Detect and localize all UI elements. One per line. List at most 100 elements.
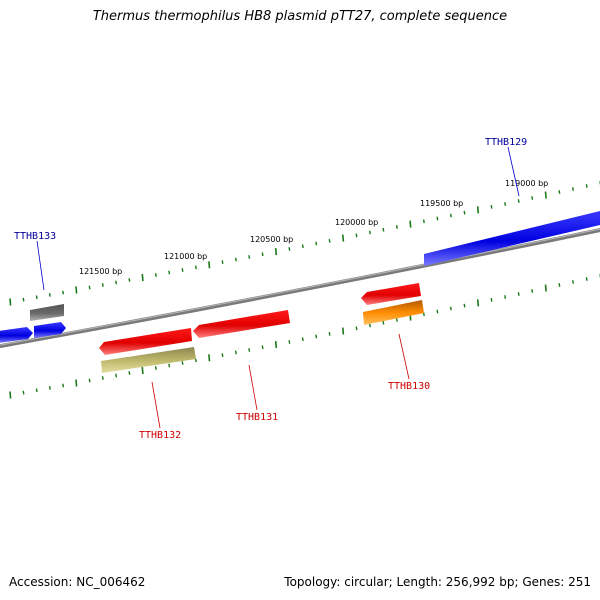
outer-tick-28 [382, 227, 385, 232]
outer-tick-16 [221, 260, 224, 265]
gene-label-TTHB130[interactable]: TTHB130 [388, 381, 430, 392]
outer-tick-25 [342, 234, 345, 242]
outer-tick-12 [168, 270, 171, 275]
inner-tick-16 [221, 353, 224, 358]
scale-label-119000: 119000 bp [505, 179, 548, 188]
inner-tick-32 [436, 309, 439, 314]
scale-label-119500: 119500 bp [420, 199, 463, 208]
label-line-TTHB129 [507, 146, 520, 197]
label-line-TTHB131 [248, 364, 258, 411]
inner-tick-7 [101, 376, 104, 380]
inner-tick-42 [572, 280, 574, 284]
gene-label-TTHB133[interactable]: TTHB133 [14, 231, 56, 242]
scale-label-121500: 121500 bp [79, 267, 122, 276]
inner-tick-17 [234, 350, 237, 355]
outer-tick-6 [88, 285, 91, 290]
inner-tick-13 [181, 361, 184, 365]
gene-label-TTHB129[interactable]: TTHB129 [485, 137, 527, 148]
outer-tick-32 [436, 216, 439, 221]
outer-tick-14 [194, 265, 197, 270]
outer-tick-18 [248, 255, 251, 259]
inner-tick-track [9, 274, 600, 399]
inner-tick-1 [22, 390, 25, 395]
gene-label-TTHB131[interactable]: TTHB131 [236, 412, 278, 423]
outer-tick-10 [141, 274, 144, 282]
inner-tick-2 [35, 388, 38, 393]
gene-TTHB132-feature[interactable] [99, 328, 192, 355]
gene-TTHB131-feature[interactable] [193, 310, 290, 338]
outer-tick-40 [544, 191, 547, 199]
label-line-TTHB130 [398, 333, 410, 380]
outer-tick-41 [558, 190, 561, 194]
inner-tick-34 [463, 303, 466, 308]
gene-TTHB130-orange-feature[interactable] [363, 300, 424, 325]
outer-tick-43 [585, 184, 588, 188]
outer-tick-20 [274, 248, 278, 256]
inner-tick-22 [301, 337, 304, 342]
scale-label-121000: 121000 bp [164, 252, 207, 261]
gene-TTHB130-feature[interactable] [361, 283, 421, 305]
outer-tick-26 [355, 233, 358, 238]
outer-tick-36 [490, 204, 493, 209]
outer-tick-track [9, 181, 600, 306]
inner-tick-19 [261, 345, 264, 350]
inner-tick-10 [141, 367, 144, 375]
outer-tick-5 [75, 286, 78, 294]
outer-tick-3 [48, 292, 51, 297]
outer-tick-0 [9, 298, 12, 306]
inner-tick-20 [274, 341, 278, 349]
inner-tick-9 [128, 371, 131, 375]
outer-tick-22 [301, 244, 304, 249]
outer-tick-23 [315, 241, 318, 246]
inner-tick-38 [517, 292, 520, 296]
outer-tick-19 [261, 252, 264, 257]
inner-tick-23 [315, 334, 318, 339]
inner-tick-40 [544, 284, 547, 292]
gene-TTHB133-feature[interactable] [30, 304, 64, 321]
outer-tick-37 [504, 202, 507, 206]
outer-tick-33 [449, 213, 452, 218]
inner-tick-12 [168, 363, 171, 368]
plasmid-backbone-highlight [0, 228, 600, 346]
inner-tick-33 [449, 306, 452, 311]
inner-tick-5 [75, 379, 78, 387]
inner-tick-8 [115, 373, 118, 378]
outer-tick-13 [181, 268, 184, 272]
inner-tick-28 [382, 320, 385, 325]
map-title: Thermus thermophilus HB8 plasmid pTT27, … [92, 9, 508, 24]
gene-TTHB132-olive-feature[interactable] [101, 347, 196, 373]
inner-tick-0 [9, 391, 12, 399]
outer-tick-30 [409, 220, 412, 228]
forward-gene-left-1[interactable] [0, 327, 33, 343]
outer-tick-15 [208, 261, 211, 269]
accession-text: Accession: NC_006462 [9, 575, 146, 589]
inner-tick-21 [288, 340, 291, 344]
inner-tick-36 [490, 297, 493, 302]
label-line-TTHB133 [36, 240, 45, 291]
inner-tick-18 [248, 348, 251, 352]
inner-tick-27 [369, 323, 371, 328]
gene-TTHB129-feature[interactable] [424, 211, 600, 266]
outer-tick-11 [154, 273, 157, 277]
inner-tick-11 [154, 366, 157, 370]
plasmid-backbone [0, 227, 600, 349]
outer-tick-17 [234, 257, 237, 262]
inner-tick-35 [476, 299, 480, 307]
gene-label-TTHB132[interactable]: TTHB132 [139, 430, 181, 441]
label-line-TTHB132 [151, 381, 161, 429]
outer-tick-24 [328, 238, 331, 243]
outer-tick-38 [517, 199, 520, 203]
inner-tick-14 [194, 358, 197, 363]
outer-tick-8 [115, 280, 118, 285]
inner-tick-41 [558, 283, 561, 287]
outer-tick-29 [395, 225, 398, 229]
inner-tick-6 [88, 378, 91, 383]
inner-tick-29 [395, 318, 398, 322]
outer-tick-35 [476, 206, 480, 214]
outer-tick-21 [288, 247, 291, 251]
outer-tick-34 [463, 210, 466, 215]
outer-tick-9 [128, 278, 131, 282]
inner-tick-43 [585, 277, 588, 281]
forward-gene-left-2[interactable] [34, 322, 66, 338]
